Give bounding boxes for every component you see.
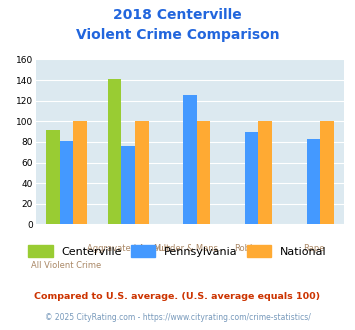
Bar (108, 79, 121, 224)
Text: Robbery: Robbery (234, 244, 269, 253)
Legend: Centerville, Pennsylvania, National: Centerville, Pennsylvania, National (24, 241, 331, 262)
Bar (307, 139, 320, 224)
Text: © 2025 CityRating.com - https://www.cityrating.com/crime-statistics/: © 2025 CityRating.com - https://www.city… (45, 313, 310, 322)
Bar (197, 121, 210, 224)
Bar (258, 121, 272, 224)
Text: 2018 Centerville: 2018 Centerville (113, 8, 242, 22)
Text: Rape: Rape (303, 244, 324, 253)
Text: Murder & Mans...: Murder & Mans... (154, 244, 226, 253)
Text: All Violent Crime: All Violent Crime (31, 261, 102, 270)
Text: Aggravated Assault: Aggravated Assault (87, 244, 169, 253)
Bar (135, 121, 148, 224)
Bar (60, 141, 73, 224)
Bar (73, 121, 87, 224)
Bar (121, 146, 135, 224)
Bar (320, 121, 334, 224)
Text: Violent Crime Comparison: Violent Crime Comparison (76, 28, 279, 42)
Text: Compared to U.S. average. (U.S. average equals 100): Compared to U.S. average. (U.S. average … (34, 292, 321, 301)
Bar (245, 132, 258, 224)
Bar (46, 129, 60, 224)
Bar (183, 95, 197, 224)
